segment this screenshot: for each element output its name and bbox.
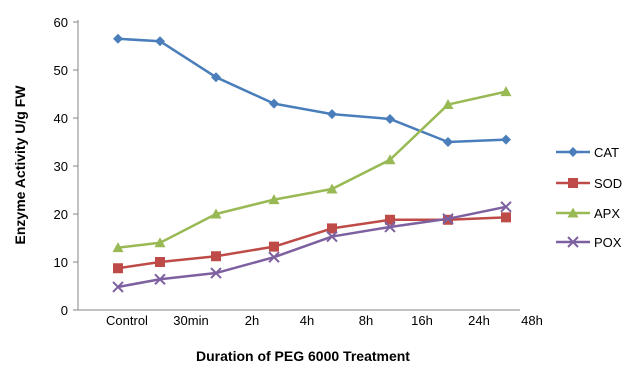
sod-point [155,257,165,267]
pox-point [326,230,338,243]
marker-stroke [112,281,124,293]
pox-point [112,281,124,293]
cat-point [385,113,395,124]
x-tick-labels: Control 30min 2h 4h 8h 16h 24h 48h [106,313,543,328]
series-pox [112,201,512,293]
cat-point [327,109,337,120]
marker-stroke [326,230,338,243]
legend-label: CAT [594,145,619,160]
pox-point [210,267,222,279]
x-tick-label: 24h [468,313,490,328]
series-apx [112,86,512,253]
legend-item-cat: CAT [556,145,619,160]
apx-point [210,208,222,219]
cat-point [211,72,221,83]
axes [73,20,520,311]
legend-marker [567,207,579,218]
x-tick-label: 4h [300,313,314,328]
marker-stroke [567,236,579,248]
legend-label: SOD [594,176,622,191]
legend-label: APX [594,206,620,221]
cat-line [117,37,507,144]
apx-point [384,154,396,165]
series-lines [112,33,512,293]
marker-stroke [442,213,454,225]
apx-point [268,194,280,205]
legend-label: POX [594,235,622,250]
apx-point [112,242,124,253]
apx-point [442,99,454,110]
sod-point [113,263,123,274]
sod-point [385,214,395,225]
y-axis-title: Enzyme Activity U/g FW [12,85,28,245]
apx-point [500,86,512,97]
cat-point [269,98,279,109]
marker-stroke [384,221,396,233]
y-tick-label: 40 [54,111,68,126]
marker-stroke [268,251,280,263]
x-tick-label: 2h [245,313,259,328]
y-tick-label: 50 [54,63,68,78]
legend-item-sod: SOD [556,176,622,191]
sod-point [327,223,337,234]
legend-marker [568,147,578,157]
x-tick-label: Control [106,313,148,328]
apx-line [117,90,507,249]
y-tick-label: 20 [54,207,68,222]
marker-stroke [154,273,166,285]
cat-point [443,137,453,147]
legend-item-pox: POX [556,235,622,250]
y-tick-label: 0 [61,303,68,318]
y-tick-label: 10 [54,255,68,270]
sod-point [211,251,221,262]
apx-point [326,183,338,194]
apx-point [154,237,166,248]
x-axis-title: Duration of PEG 6000 Treatment [196,348,410,364]
legend-marker [567,236,579,248]
x-tick-label: 48h [521,313,543,328]
legend: CAT SOD APX POX [556,145,622,250]
x-tick-label: 8h [359,313,373,328]
x-tick-label: 30min [173,313,208,328]
series-cat [113,33,511,147]
cat-point [501,134,511,145]
cat-point [155,36,165,47]
pox-line [117,205,507,289]
y-tick-label: 30 [54,159,68,174]
sod-point [501,212,511,223]
marker-stroke [500,201,512,213]
sod-point [269,241,279,252]
pox-point [500,201,512,213]
cat-point [113,33,123,44]
y-tick-label: 60 [54,15,68,30]
pox-point [154,273,166,285]
pox-point [442,213,454,225]
legend-marker [568,178,578,188]
marker-stroke [210,267,222,279]
legend-item-apx: APX [556,206,620,221]
y-tick-labels: 0 10 20 30 40 50 60 [54,15,68,318]
pox-point [268,251,280,263]
pox-point [384,221,396,233]
x-tick-label: 16h [411,313,433,328]
